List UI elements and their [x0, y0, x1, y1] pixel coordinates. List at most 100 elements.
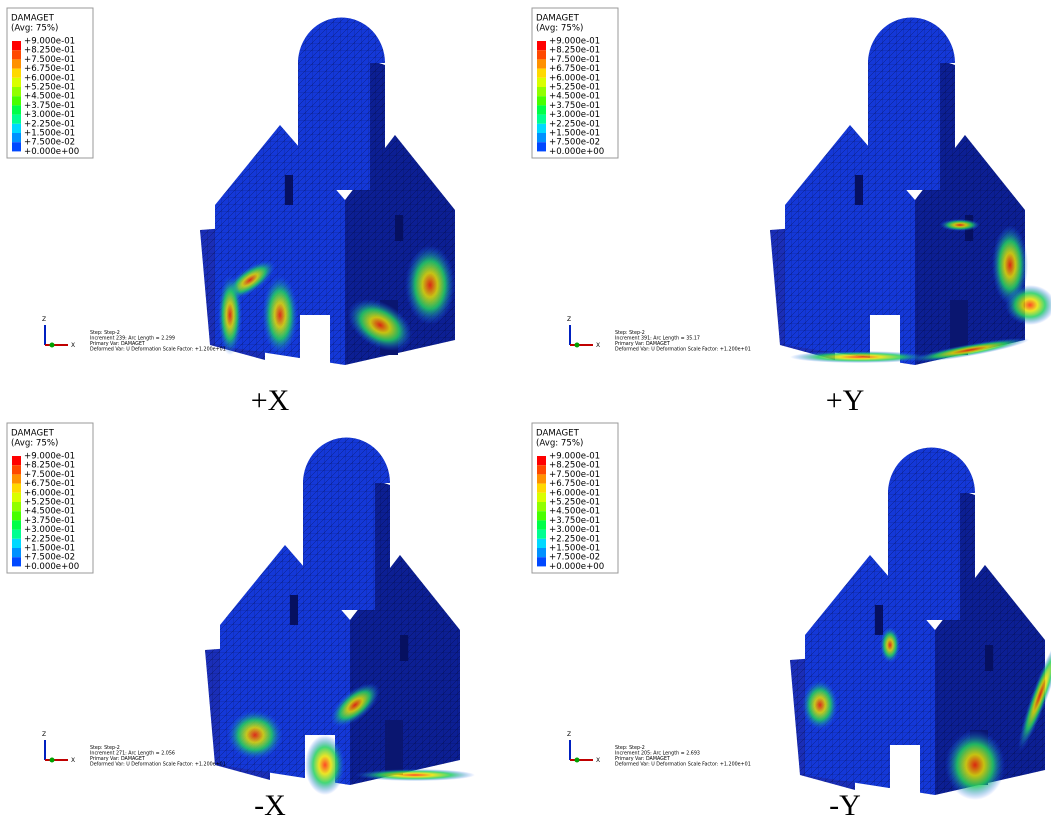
- legend-swatch: [12, 493, 21, 502]
- legend-swatch: [537, 124, 546, 133]
- axis-origin: [50, 758, 55, 763]
- legend-swatch: [12, 474, 21, 483]
- drum-side-mesh: [960, 490, 975, 620]
- legend-swatch: [12, 548, 21, 557]
- axis-x-label: X: [71, 757, 75, 764]
- panel: DAMAGET(Avg: 75%)+9.000e-01+8.250e-01+7.…: [532, 8, 1051, 417]
- door: [890, 745, 920, 793]
- drum-front-mesh: [888, 490, 960, 620]
- legend-title: DAMAGET: [11, 429, 55, 439]
- panel: DAMAGET(Avg: 75%)+9.000e-01+8.250e-01+7.…: [7, 423, 475, 822]
- door: [300, 315, 330, 363]
- panel: DAMAGET(Avg: 75%)+9.000e-01+8.250e-01+7.…: [532, 423, 1051, 822]
- legend-title: DAMAGET: [536, 429, 580, 439]
- axis-x-label: X: [71, 342, 75, 349]
- legend-swatch: [12, 59, 21, 68]
- legend-swatch: [537, 548, 546, 557]
- legend-label: +0.000e+00: [549, 562, 604, 572]
- legend-swatch: [537, 493, 546, 502]
- axis-origin: [575, 343, 580, 348]
- dome-mesh: [303, 437, 390, 483]
- building-model: [200, 17, 455, 365]
- damage-patch: [305, 735, 345, 795]
- status-line: Deformed Var: U Deformation Scale Factor…: [90, 762, 226, 768]
- status-line: Step: Step-2: [90, 330, 120, 336]
- legend: DAMAGET(Avg: 75%)+9.000e-01+8.250e-01+7.…: [532, 423, 618, 573]
- legend-title: DAMAGET: [11, 14, 55, 24]
- damage-patch: [218, 275, 242, 355]
- legend-swatch: [12, 484, 21, 493]
- status-line: Step: Step-2: [615, 330, 645, 336]
- axis-z-label: Z: [42, 731, 46, 738]
- status-block: Step: Step-2Increment 205: Arc Length = …: [615, 745, 751, 768]
- damage-patch: [802, 680, 838, 730]
- legend-swatch: [12, 96, 21, 105]
- legend-swatch: [12, 105, 21, 114]
- window: [395, 215, 403, 241]
- legend-swatch: [12, 502, 21, 511]
- panel-caption: +Y: [826, 384, 865, 417]
- legend-swatch: [12, 115, 21, 124]
- dome-mesh: [868, 17, 955, 63]
- panel-caption: -Y: [829, 789, 861, 822]
- legend-swatch: [12, 69, 21, 78]
- legend-swatch: [537, 142, 546, 151]
- legend-swatch: [537, 456, 546, 465]
- damage-patch: [880, 627, 900, 663]
- status-line: Deformed Var: U Deformation Scale Factor…: [615, 762, 751, 768]
- status-line: Primary Var: DAMAGET: [615, 756, 670, 762]
- window: [855, 175, 863, 205]
- building-model: [770, 17, 1051, 366]
- axis-origin: [50, 343, 55, 348]
- legend-swatch: [537, 105, 546, 114]
- legend-swatch: [537, 530, 546, 539]
- status-line: Deformed Var: U Deformation Scale Factor…: [90, 347, 226, 353]
- dome-mesh: [888, 447, 975, 493]
- legend-swatch: [537, 484, 546, 493]
- drum-front-mesh: [298, 60, 370, 190]
- axis-z-label: Z: [42, 316, 46, 323]
- status-line: Step: Step-2: [90, 745, 120, 751]
- legend-label: +0.000e+00: [549, 147, 604, 157]
- legend-swatch: [12, 124, 21, 133]
- legend-swatch: [12, 142, 21, 151]
- drum-side-mesh: [375, 480, 390, 610]
- legend-swatch: [537, 502, 546, 511]
- legend: DAMAGET(Avg: 75%)+9.000e-01+8.250e-01+7.…: [532, 8, 618, 158]
- damage-patch: [262, 275, 298, 355]
- drum-side-mesh: [940, 60, 955, 190]
- drum-front-mesh: [303, 480, 375, 610]
- status-line: Primary Var: DAMAGET: [615, 341, 670, 347]
- axis-z-label: Z: [567, 316, 571, 323]
- legend-swatch: [537, 474, 546, 483]
- legend-swatch: [12, 78, 21, 87]
- legend-subtitle: (Avg: 75%): [11, 24, 58, 34]
- legend-swatch: [12, 557, 21, 566]
- building-model: [790, 447, 1051, 800]
- legend-swatch: [537, 511, 546, 520]
- legend-swatch: [537, 87, 546, 96]
- window: [400, 635, 408, 661]
- legend-swatch: [537, 557, 546, 566]
- legend-swatch: [537, 69, 546, 78]
- axis-z-label: Z: [567, 731, 571, 738]
- panel-caption: +X: [251, 384, 290, 417]
- damage-patch: [790, 351, 930, 363]
- status-line: Increment 391: Arc Length = 35.17: [615, 336, 700, 342]
- legend-swatch: [12, 50, 21, 59]
- damage-patch: [355, 769, 475, 781]
- damage-patch: [940, 219, 980, 231]
- legend-swatch: [12, 87, 21, 96]
- legend-swatch: [537, 133, 546, 142]
- status-line: Increment 205: Arc Length = 2.693: [615, 751, 700, 757]
- damage-patch: [405, 245, 455, 325]
- window: [290, 595, 298, 625]
- door: [385, 720, 403, 775]
- dome-mesh: [298, 17, 385, 63]
- status-line: Step: Step-2: [615, 745, 645, 751]
- legend: DAMAGET(Avg: 75%)+9.000e-01+8.250e-01+7.…: [7, 8, 93, 158]
- panel: DAMAGET(Avg: 75%)+9.000e-01+8.250e-01+7.…: [7, 8, 455, 417]
- legend-swatch: [537, 520, 546, 529]
- legend-swatch: [537, 539, 546, 548]
